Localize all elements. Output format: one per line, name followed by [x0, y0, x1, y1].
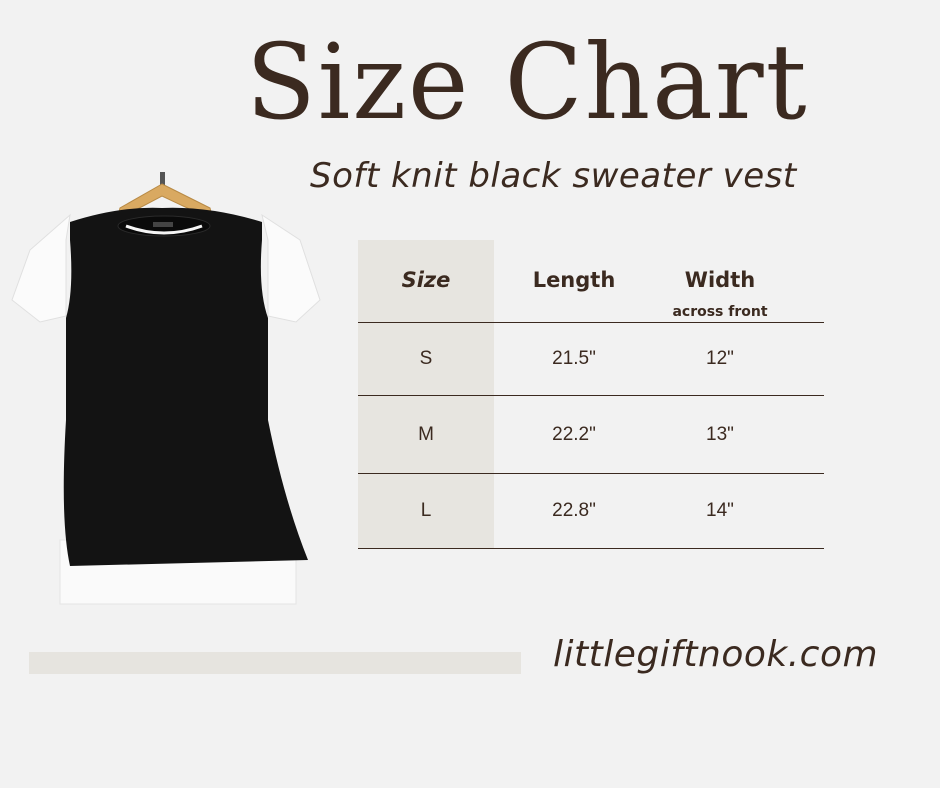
hanger-hook: [160, 172, 165, 186]
cell-width: 12": [706, 348, 734, 369]
brand-label: [153, 222, 173, 227]
header-size: Size: [401, 268, 451, 292]
cell-length: 22.2": [552, 423, 596, 445]
website-link: littlegiftnook.com: [553, 634, 879, 675]
size-column-shade: [358, 240, 494, 548]
cell-width: 14": [706, 500, 734, 521]
size-table: Size Length Width across front S 21.5" 1…: [358, 240, 824, 549]
cell-size: L: [420, 500, 432, 521]
white-tee: [11, 213, 321, 323]
cell-width: 13": [706, 423, 734, 445]
cell-length: 21.5": [552, 348, 596, 369]
cell-length: 22.8": [552, 500, 596, 521]
header-length: Length: [532, 268, 616, 292]
decorative-bar: [29, 652, 521, 674]
page-title: Size Chart: [246, 21, 809, 143]
table-header-row: Size Length Width across front: [358, 240, 824, 323]
product-photo: [11, 172, 321, 605]
cell-size: M: [418, 423, 434, 445]
tee-collar: [125, 224, 203, 235]
cell-size: S: [419, 348, 433, 369]
table-row: S 21.5" 12": [358, 323, 824, 396]
black-vest: [63, 207, 308, 566]
table-row: M 22.2" 13": [358, 396, 824, 474]
header-width: Width: [684, 268, 756, 292]
table-row: L 22.8" 14": [358, 474, 824, 549]
header-width-sublabel: across front: [672, 304, 768, 320]
product-subtitle: Soft knit black sweater vest: [310, 156, 797, 196]
